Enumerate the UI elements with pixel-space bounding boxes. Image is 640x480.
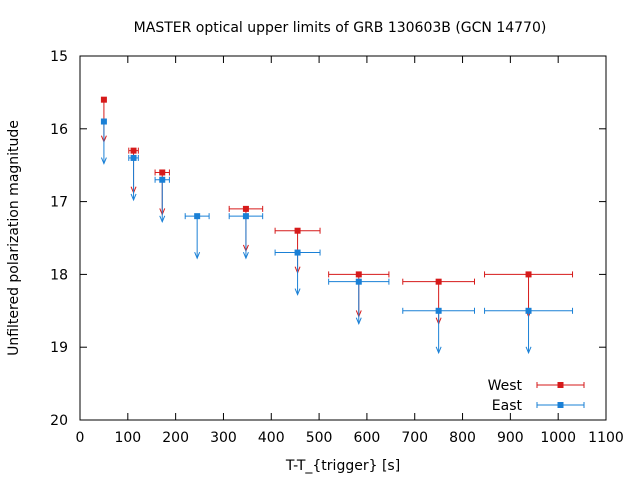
data-point [242, 213, 249, 220]
data-point [294, 227, 301, 234]
x-tick-label: 400 [258, 430, 285, 446]
data-point [525, 307, 532, 314]
x-tick-label: 800 [449, 430, 476, 446]
data-point [130, 154, 137, 161]
data-point [294, 249, 301, 256]
x-tick-label: 100 [114, 430, 141, 446]
ticks-group [79, 55, 607, 421]
plot-frame [79, 55, 607, 421]
x-tick-label: 300 [210, 430, 237, 446]
upper-limit-arrowhead [130, 193, 137, 202]
data-point [159, 176, 166, 183]
y-tick-label: 16 [50, 122, 68, 138]
data-point [194, 213, 201, 220]
x-tick-label: 0 [76, 430, 85, 446]
data-point [159, 169, 166, 176]
legend-entry-west: West [488, 378, 585, 394]
x-tick-label: 900 [497, 430, 524, 446]
legend-entry-east: East [492, 398, 585, 414]
legend-label: West [488, 378, 523, 394]
series-east [100, 118, 574, 355]
data-point [130, 147, 137, 154]
y-tick-label: 19 [50, 340, 68, 356]
data-point [355, 278, 362, 285]
upper-limit-arrowhead [194, 251, 201, 260]
chart-title: MASTER optical upper limits of GRB 13060… [134, 20, 547, 36]
y-axis-label: Unfiltered polarization magnitude [6, 120, 22, 356]
y-tick-label: 15 [50, 49, 68, 65]
x-tick-label: 700 [401, 430, 428, 446]
data-point [100, 96, 107, 103]
x-tick-label: 200 [162, 430, 189, 446]
x-axis-label: T-T_{trigger} [s] [285, 458, 400, 474]
upper-limit-arrowhead [355, 317, 362, 325]
x-tick-label: 600 [354, 430, 381, 446]
upper-limit-arrowhead [100, 157, 107, 165]
x-tick-label: 1000 [540, 430, 576, 446]
upper-limit-arrowhead [242, 251, 249, 260]
y-tick-label: 18 [50, 267, 68, 283]
legend-label: East [492, 398, 523, 414]
upper-limit-arrowhead [525, 346, 532, 355]
data-point [435, 278, 442, 285]
tick-labels-group: 0 100 200 300 400 500 600 700 800 900 1000 1100 15 16… [50, 49, 624, 446]
legend-marker [557, 402, 564, 408]
upper-limit-arrowhead [159, 215, 166, 224]
data-point [435, 307, 442, 314]
data-point [242, 205, 249, 212]
x-tick-label: 1100 [588, 430, 624, 446]
legend-marker [557, 382, 564, 388]
legend: West East [488, 378, 585, 414]
x-tick-label: 500 [306, 430, 333, 446]
y-tick-label: 17 [50, 195, 68, 211]
data-point [525, 271, 532, 278]
data-point [355, 271, 362, 278]
data-point [100, 118, 107, 125]
series-group [100, 96, 574, 355]
upper-limit-arrowhead [435, 346, 442, 355]
upper-limit-arrowhead [294, 288, 301, 296]
y-tick-label: 20 [50, 413, 68, 429]
